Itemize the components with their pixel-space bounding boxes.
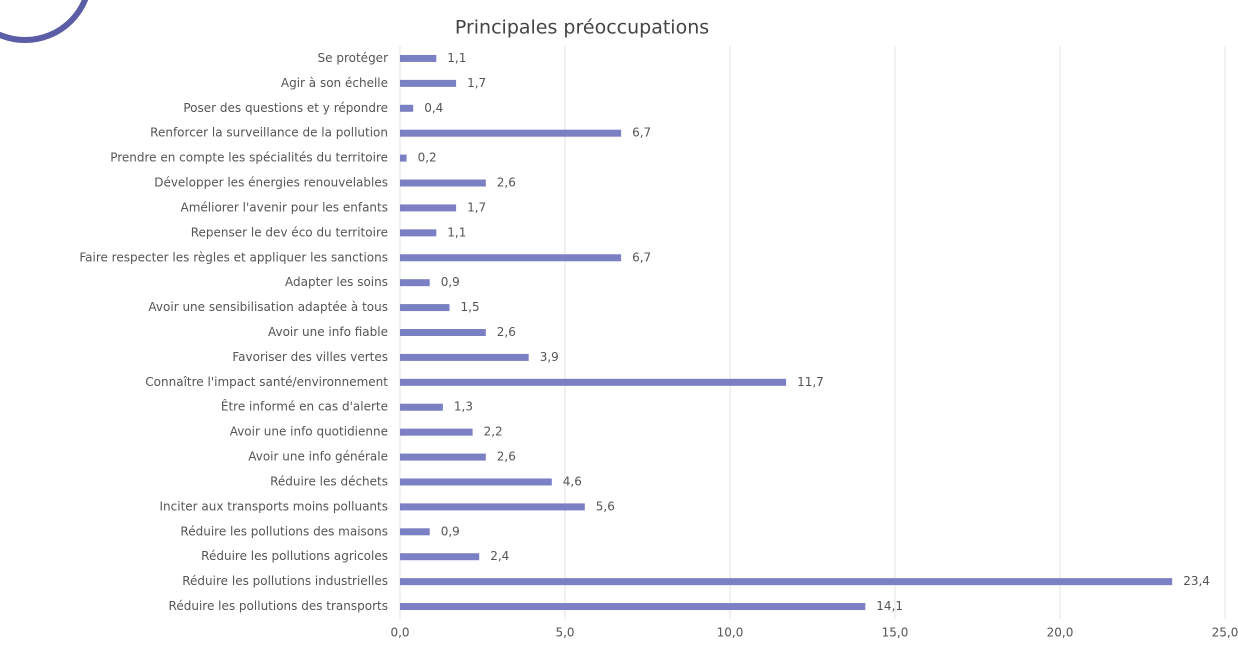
y-tick-label: Réduire les pollutions des maisons [180, 524, 388, 538]
y-tick-label: Améliorer l'avenir pour les enfants [181, 200, 388, 214]
bar [400, 378, 787, 386]
y-tick-label: Se protéger [318, 51, 389, 65]
y-tick-label: Poser des questions et y répondre [183, 101, 388, 115]
value-label: 6,7 [632, 250, 651, 264]
bar [400, 528, 430, 536]
chart-title: Principales préoccupations [455, 17, 709, 39]
bar [400, 428, 473, 436]
y-tick-label: Renforcer la surveillance de la pollutio… [150, 126, 388, 140]
value-label: 1,5 [461, 300, 480, 314]
bar [400, 104, 414, 112]
y-tick-label: Développer les énergies renouvelables [154, 176, 388, 190]
bar [400, 79, 457, 87]
value-label: 2,2 [484, 425, 503, 439]
bar [400, 254, 622, 262]
bar [400, 603, 866, 611]
bar [400, 304, 450, 312]
y-tick-label: Avoir une info générale [248, 450, 388, 464]
x-tick-label: 5,0 [555, 626, 574, 640]
y-tick-label: Repenser le dev éco du territoire [191, 225, 388, 239]
value-label: 4,6 [563, 474, 582, 488]
bar [400, 329, 486, 336]
value-label: 0,4 [424, 101, 443, 115]
value-label: 3,9 [540, 350, 559, 364]
y-tick-label: Réduire les déchets [270, 474, 388, 488]
x-tick-label: 25,0 [1212, 626, 1238, 640]
y-tick-label: Connaître l'impact santé/environnement [145, 375, 388, 389]
bar [400, 204, 457, 212]
bar [400, 179, 486, 187]
y-tick-label: Réduire les pollutions des transports [169, 599, 388, 613]
decoration [0, 0, 89, 43]
value-label: 2,6 [497, 176, 516, 190]
x-tick-label: 20,0 [1047, 626, 1074, 640]
value-label: 1,7 [467, 76, 486, 90]
y-tick-label: Agir à son échelle [281, 76, 388, 90]
value-label: 1,3 [454, 400, 473, 414]
y-tick-label: Réduire les pollutions agricoles [201, 549, 388, 563]
value-label: 0,9 [441, 524, 460, 538]
value-label: 11,7 [797, 375, 824, 389]
value-label: 2,4 [490, 549, 509, 563]
y-tick-label: Inciter aux transports moins polluants [160, 499, 389, 513]
value-label: 1,7 [467, 200, 486, 214]
value-label: 1,1 [447, 51, 466, 65]
y-tick-label: Avoir une sensibilisation adaptée à tous [148, 300, 388, 314]
y-tick-label: Faire respecter les règles et appliquer … [79, 250, 388, 264]
bar [400, 478, 552, 486]
value-label: 23,4 [1183, 574, 1210, 588]
bar [400, 154, 407, 162]
bar [400, 578, 1173, 586]
bar [400, 353, 529, 361]
x-tick-label: 15,0 [882, 626, 909, 640]
value-label: 0,9 [441, 275, 460, 289]
bar [400, 503, 585, 511]
bar [400, 54, 437, 62]
y-tick-label: Avoir une info quotidienne [230, 425, 388, 439]
y-tick-label: Être informé en cas d'alerte [221, 399, 388, 414]
bar [400, 453, 486, 461]
value-label: 14,1 [876, 599, 903, 613]
y-tick-label: Prendre en compte les spécialités du ter… [110, 151, 388, 165]
y-tick-label: Avoir une info fiable [268, 325, 388, 339]
bar [400, 279, 430, 287]
y-tick-label: Réduire les pollutions industrielles [182, 574, 388, 588]
value-label: 5,6 [596, 499, 615, 513]
value-label: 2,6 [497, 325, 516, 339]
bar [400, 229, 437, 237]
x-tick-label: 0,0 [390, 626, 409, 640]
y-tick-label: Favoriser des villes vertes [232, 350, 388, 364]
y-tick-label: Adapter les soins [285, 275, 388, 289]
bar [400, 129, 622, 137]
value-label: 1,1 [447, 225, 466, 239]
value-label: 0,2 [418, 151, 437, 165]
bar [400, 553, 480, 561]
value-label: 2,6 [497, 450, 516, 464]
value-label: 6,7 [632, 126, 651, 140]
bar [400, 403, 443, 411]
x-tick-label: 10,0 [717, 626, 744, 640]
